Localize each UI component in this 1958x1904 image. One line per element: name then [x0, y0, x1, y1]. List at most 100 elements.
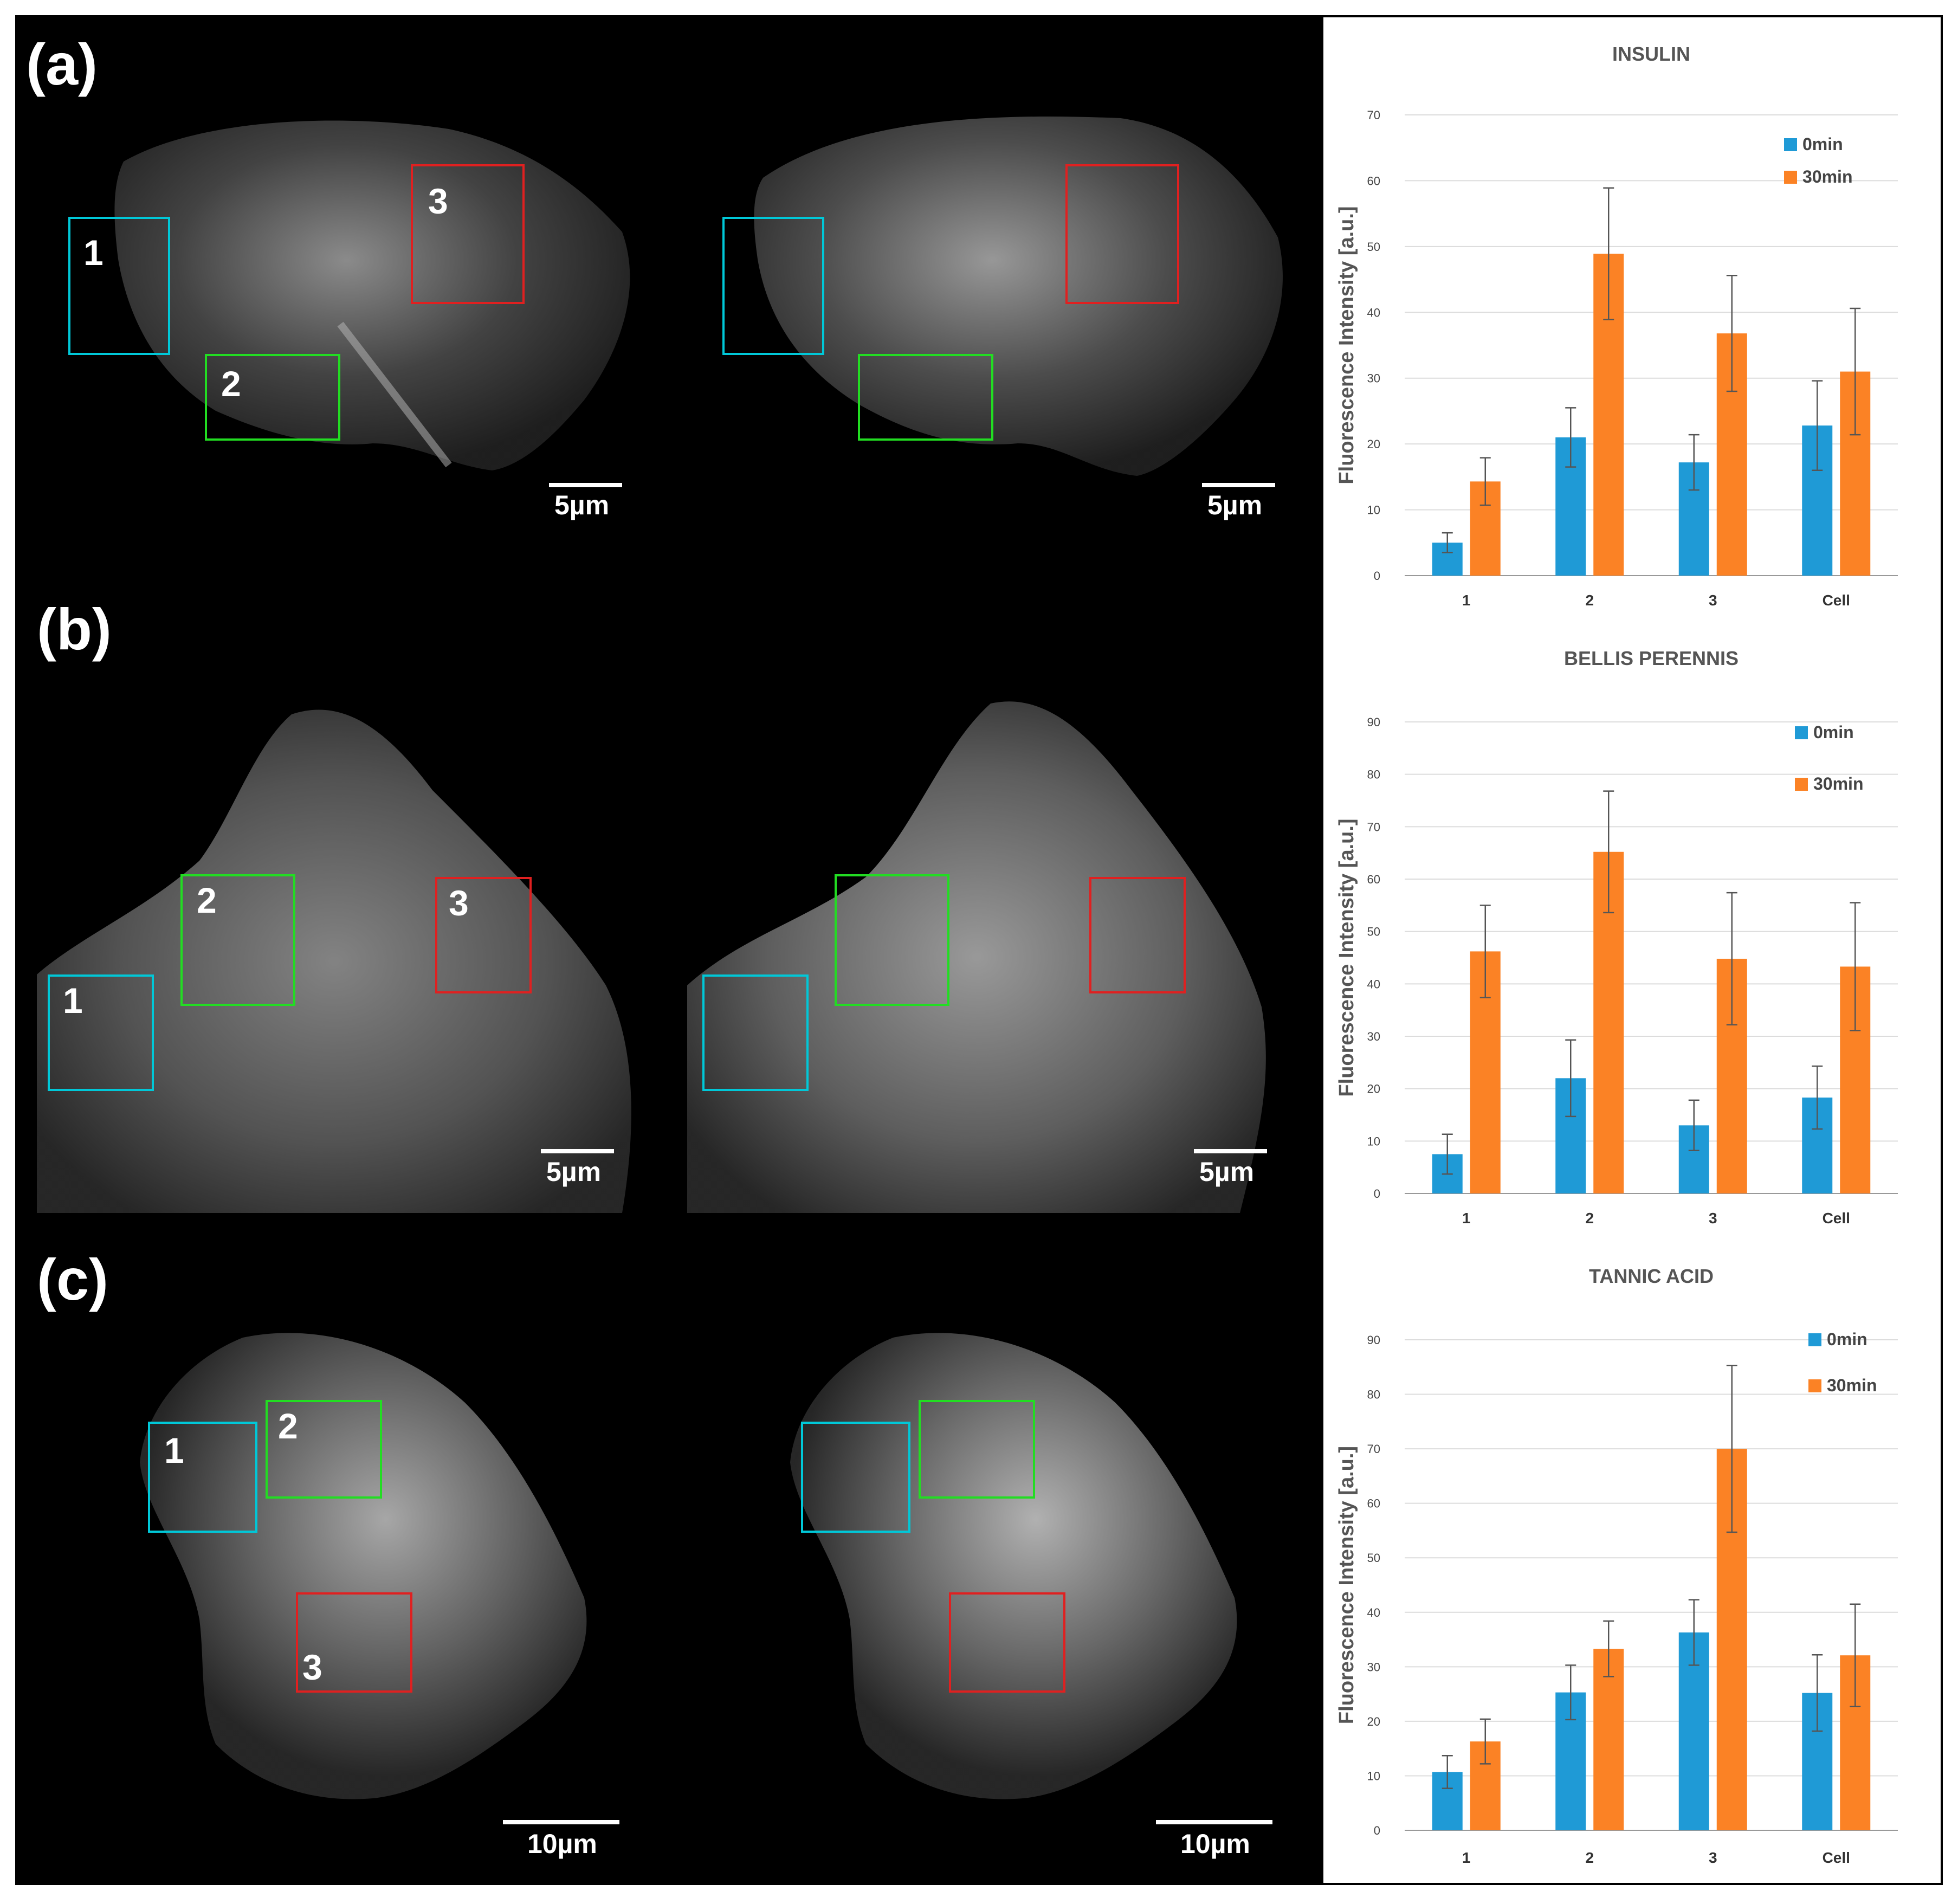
legend-swatch: [1795, 726, 1808, 739]
cell-image-b-30min: [687, 682, 1321, 1213]
y-tick-label: 50: [1367, 925, 1380, 939]
y-tick-label: 50: [1367, 1551, 1380, 1565]
bar-30min: [1593, 1649, 1624, 1830]
roi-number: 1: [83, 233, 104, 273]
x-category-label: 1: [1462, 592, 1471, 609]
y-axis-label: Fluorescence Intensity [a.u.]: [1335, 1446, 1358, 1724]
y-tick-label: 90: [1367, 1333, 1380, 1347]
roi-box: [1065, 164, 1179, 304]
scale-bar: [503, 1820, 619, 1824]
y-tick-label: 60: [1367, 1497, 1380, 1511]
legend-label: 0min: [1802, 134, 1843, 154]
legend-swatch: [1784, 138, 1797, 151]
roi-box: [1089, 877, 1186, 993]
scale-bar: [549, 483, 622, 487]
y-tick-label: 80: [1367, 768, 1380, 782]
y-tick-label: 70: [1367, 108, 1380, 122]
x-category-label: 3: [1709, 1849, 1717, 1866]
roi-box: [68, 217, 170, 355]
roi-box: [435, 877, 532, 993]
roi-number: 3: [428, 181, 448, 221]
chart-panel: INSULIN 0 10 20 30 40 50 60 70 Fluorescence Inten…: [1321, 15, 1943, 1885]
roi-box: [266, 1400, 382, 1499]
bar-chart-tannic-acid: TANNIC ACID 0 10 20 30 40 50 60 70 80 90 Fluorescen…: [1335, 1265, 1898, 1866]
cell-image-c-30min: [687, 1316, 1321, 1858]
y-tick-label: 0: [1374, 569, 1380, 583]
y-axis-label: Fluorescence Intensity [a.u.]: [1335, 818, 1358, 1096]
cell-image-c-0min: [37, 1316, 671, 1858]
roi-box: [411, 164, 525, 304]
roi-box: [702, 974, 809, 1091]
roi-box: [296, 1592, 412, 1693]
legend-label: 30min: [1827, 1376, 1877, 1395]
y-tick-label: 40: [1367, 306, 1380, 319]
scale-bar-label: 5µm: [554, 490, 610, 520]
y-tick-label: 30: [1367, 1030, 1380, 1043]
y-tick-label: 90: [1367, 715, 1380, 729]
x-category-label: 2: [1585, 1210, 1594, 1227]
legend-swatch: [1795, 778, 1808, 791]
legend-label: 30min: [1802, 167, 1852, 186]
chart-title: BELLIS PERENNIS: [1564, 647, 1739, 669]
roi-number: 3: [302, 1647, 322, 1687]
cell-image-a-0min: [37, 96, 671, 546]
roi-box: [722, 217, 824, 355]
roi-number: 2: [278, 1406, 298, 1446]
legend-swatch: [1808, 1379, 1821, 1392]
roi-box: [919, 1400, 1035, 1499]
y-tick-label: 80: [1367, 1388, 1380, 1402]
x-category-label: Cell: [1823, 1849, 1850, 1866]
row-label-a: (a): [26, 31, 98, 97]
roi-number: 3: [449, 883, 469, 923]
x-category-label: 1: [1462, 1849, 1471, 1866]
y-tick-label: 0: [1374, 1824, 1380, 1837]
roi-box: [858, 354, 993, 441]
legend-swatch: [1784, 171, 1797, 184]
y-tick-label: 40: [1367, 1606, 1380, 1619]
y-tick-label: 20: [1367, 437, 1380, 451]
y-tick-label: 10: [1367, 504, 1380, 517]
roi-number: 2: [197, 880, 217, 920]
y-tick-label: 30: [1367, 1660, 1380, 1674]
x-category-label: 3: [1709, 592, 1717, 609]
roi-number: 2: [221, 364, 241, 404]
y-tick-label: 0: [1374, 1187, 1380, 1201]
y-tick-label: 70: [1367, 1442, 1380, 1456]
scale-bar-label: 10µm: [1180, 1829, 1250, 1859]
scale-bar: [1156, 1820, 1272, 1824]
roi-box: [801, 1422, 910, 1533]
y-tick-label: 60: [1367, 174, 1380, 188]
chart-title: INSULIN: [1612, 43, 1690, 65]
x-category-label: 2: [1585, 1849, 1594, 1866]
scale-bar-label: 5µm: [1199, 1157, 1255, 1187]
scale-bar: [1194, 1149, 1267, 1153]
bar-chart-bellis-perennis: BELLIS PERENNIS 0 10 20 30 40 50 60 70 80 90 Fluore…: [1335, 647, 1898, 1227]
x-category-label: 2: [1585, 592, 1594, 609]
scale-bar: [1202, 483, 1275, 487]
y-tick-label: 10: [1367, 1134, 1380, 1148]
x-category-label: 1: [1462, 1210, 1471, 1227]
roi-box: [835, 874, 949, 1006]
x-category-label: 3: [1709, 1210, 1717, 1227]
y-tick-label: 20: [1367, 1082, 1380, 1096]
cell-image-b-0min: [37, 682, 671, 1213]
scale-bar: [541, 1149, 614, 1153]
roi-box: [205, 354, 340, 441]
roi-number: 1: [63, 980, 83, 1021]
y-axis-label: Fluorescence Intensity [a.u.]: [1335, 206, 1358, 484]
cell-image-a-30min: [687, 96, 1321, 546]
roi-box: [949, 1592, 1065, 1693]
legend-swatch: [1808, 1333, 1821, 1346]
y-tick-label: 70: [1367, 820, 1380, 834]
scale-bar-label: 5µm: [1207, 490, 1263, 520]
roi-box: [148, 1422, 257, 1533]
y-tick-label: 10: [1367, 1769, 1380, 1783]
x-category-label: Cell: [1823, 1210, 1850, 1227]
y-tick-label: 30: [1367, 372, 1380, 385]
bar-chart-insulin: INSULIN 0 10 20 30 40 50 60 70 Fluorescence Inten…: [1335, 43, 1898, 609]
row-label-b: (b): [37, 596, 112, 662]
microscopy-image-panel: (a): [15, 15, 1321, 1885]
chart-title: TANNIC ACID: [1589, 1265, 1714, 1287]
legend-label: 0min: [1827, 1329, 1867, 1349]
